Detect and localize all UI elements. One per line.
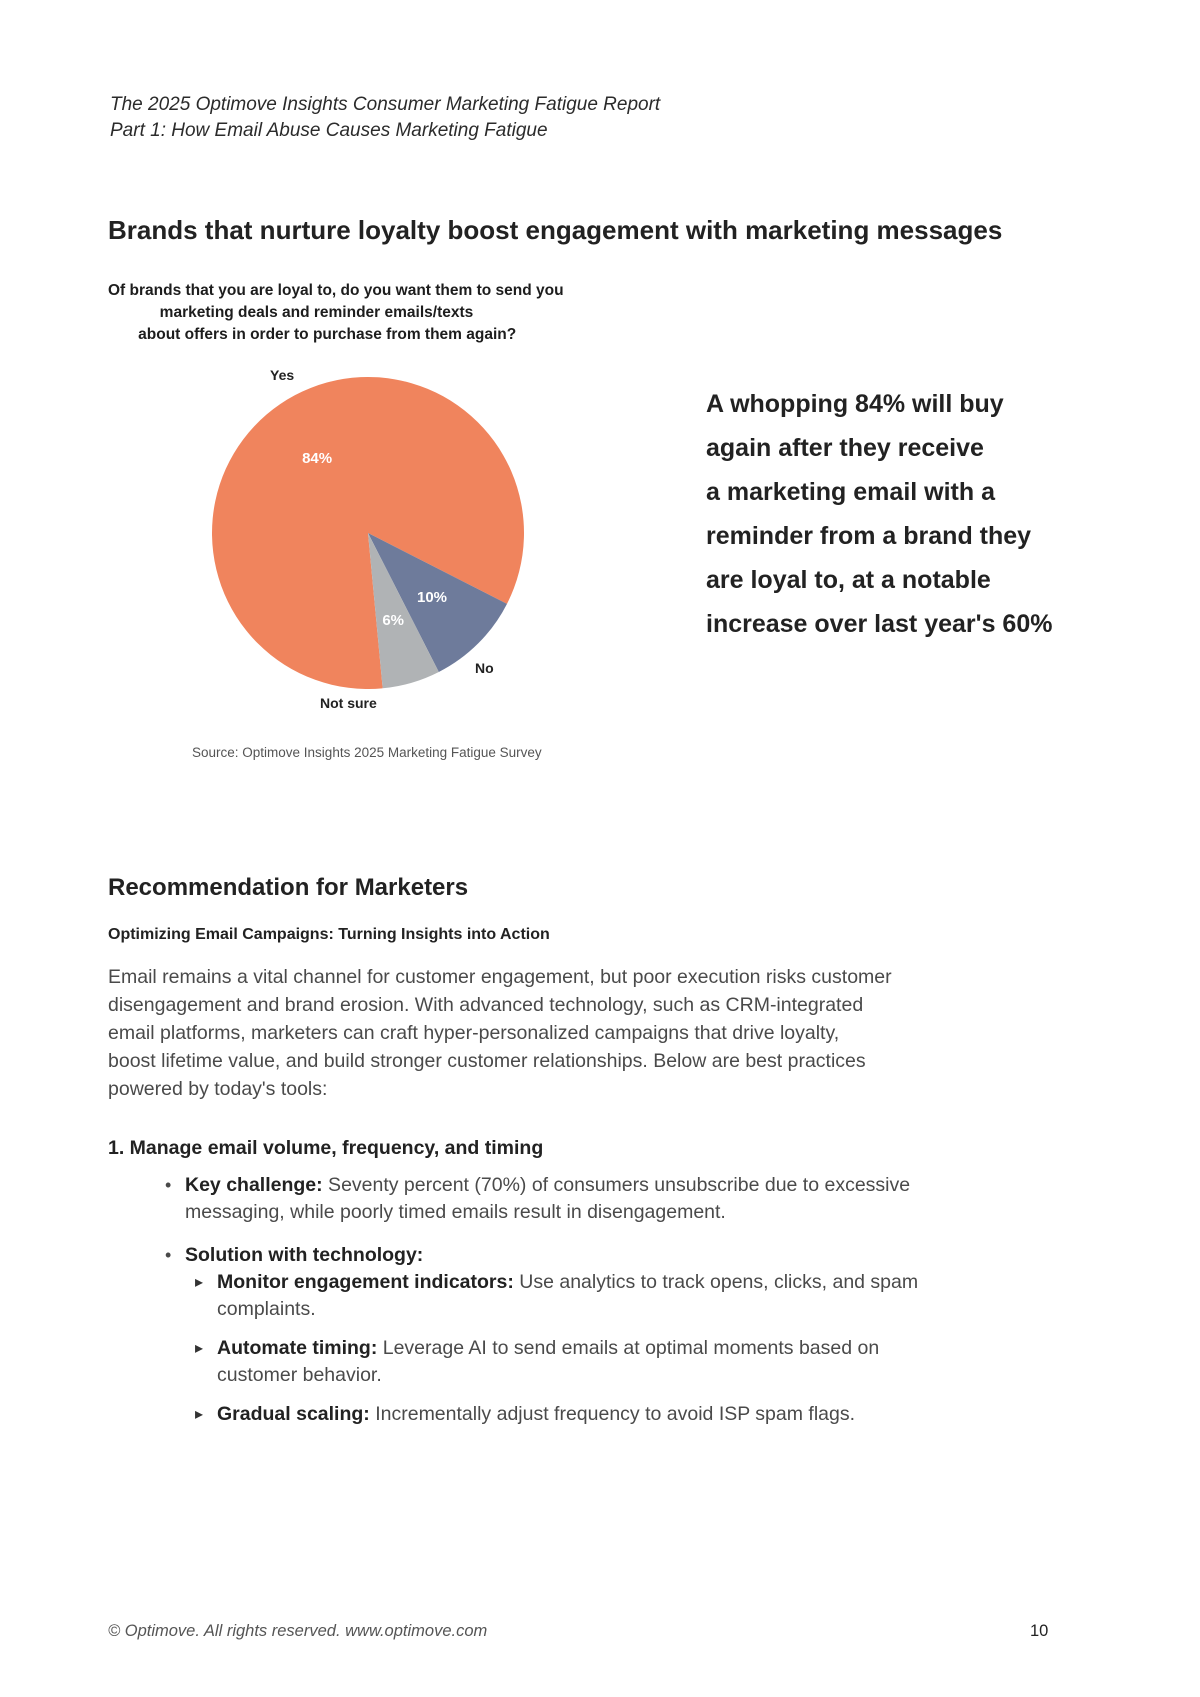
svg-text:6%: 6%: [382, 612, 404, 629]
svg-text:84%: 84%: [302, 450, 332, 467]
svg-text:10%: 10%: [417, 589, 447, 606]
